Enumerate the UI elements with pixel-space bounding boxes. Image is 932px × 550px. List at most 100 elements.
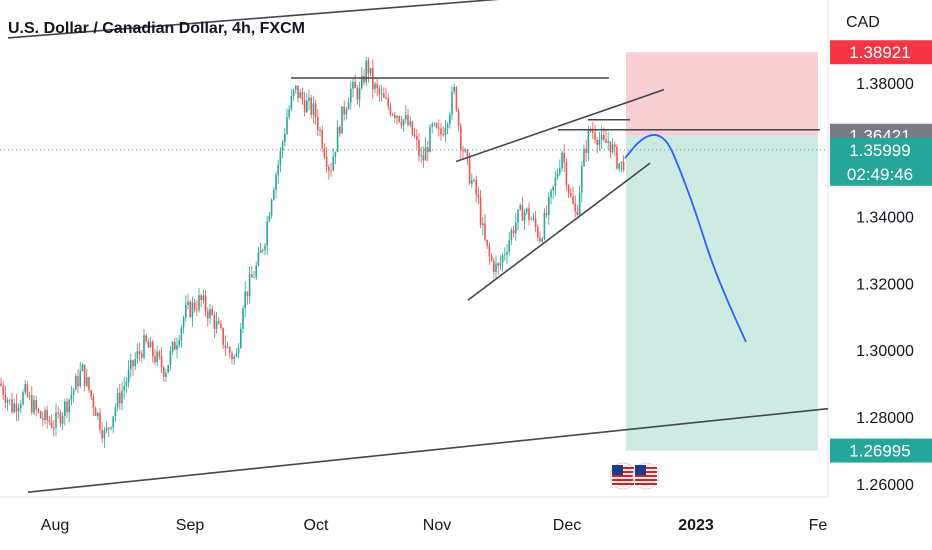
- candle-body: [528, 208, 530, 220]
- candle: [446, 122, 449, 135]
- candle-body: [506, 252, 508, 255]
- candle-body: [495, 263, 497, 272]
- candle: [251, 265, 253, 278]
- candle-body: [178, 340, 180, 345]
- y-tick-label: 1.38000: [856, 76, 914, 93]
- candle: [387, 93, 389, 111]
- candle: [367, 57, 370, 83]
- candle: [488, 242, 491, 266]
- candle: [345, 106, 348, 120]
- candle: [20, 399, 22, 414]
- candle: [290, 89, 293, 112]
- candle: [44, 406, 46, 425]
- candle-body: [127, 369, 130, 383]
- candle-body: [396, 116, 398, 118]
- candle-body: [55, 412, 57, 428]
- candle-body: [141, 353, 143, 358]
- candle-body: [576, 211, 579, 215]
- currency-label: CAD: [846, 14, 880, 31]
- candle-body: [433, 123, 436, 125]
- candle-body: [198, 295, 200, 310]
- candle-body: [339, 126, 341, 134]
- candle: [427, 140, 429, 162]
- candle-body: [446, 124, 449, 129]
- candle-body: [143, 335, 145, 358]
- candle-body: [220, 323, 222, 328]
- candle-body: [97, 412, 99, 417]
- candle-body: [237, 347, 240, 354]
- candle-body: [292, 89, 295, 97]
- candle-body: [365, 60, 367, 83]
- candle: [277, 159, 279, 184]
- candle: [350, 81, 352, 110]
- candle: [295, 84, 297, 94]
- candle-body: [92, 396, 95, 408]
- stop-loss-zone: [626, 52, 818, 136]
- candle-body: [303, 99, 306, 113]
- candle-body: [515, 222, 517, 234]
- candle: [15, 394, 18, 422]
- candle: [398, 115, 400, 124]
- candle-body: [321, 130, 323, 149]
- candle-body: [288, 109, 290, 118]
- candle: [154, 348, 156, 366]
- candle: [495, 255, 497, 280]
- candle-body: [136, 351, 139, 359]
- candle-body: [400, 121, 403, 126]
- candle-body: [594, 132, 596, 140]
- candle: [224, 335, 227, 357]
- candle-body: [603, 135, 605, 140]
- candle: [165, 368, 167, 383]
- candle-body: [70, 394, 73, 400]
- candle-body: [103, 430, 106, 439]
- candle-body: [385, 97, 387, 99]
- candle-body: [314, 103, 317, 118]
- candle-body: [290, 96, 293, 110]
- candle-body: [350, 88, 352, 103]
- candle-body: [583, 148, 585, 167]
- candle-body: [548, 197, 550, 216]
- candle: [578, 185, 581, 217]
- candle: [356, 84, 359, 105]
- candle: [457, 107, 460, 132]
- candle-body: [488, 245, 491, 257]
- candle: [616, 144, 618, 170]
- candle: [565, 158, 568, 191]
- candle-body: [222, 327, 224, 346]
- candle: [31, 386, 33, 416]
- candle-body: [53, 427, 55, 429]
- candle: [460, 123, 462, 160]
- candle-body: [570, 193, 572, 197]
- candle: [372, 59, 374, 100]
- candle: [143, 328, 145, 360]
- candle-body: [611, 144, 614, 153]
- candle: [72, 388, 75, 403]
- candle-body: [532, 218, 535, 220]
- candle-body: [207, 311, 209, 319]
- candle: [622, 155, 625, 173]
- candle: [209, 303, 211, 324]
- candle-body: [600, 135, 603, 141]
- candle-body: [378, 88, 381, 95]
- y-tick-label: 1.30000: [856, 343, 914, 360]
- candle: [464, 147, 466, 153]
- candle-body: [275, 174, 277, 191]
- candle: [156, 345, 158, 367]
- candle: [534, 211, 537, 233]
- candle: [567, 183, 570, 199]
- candle-body: [114, 407, 117, 417]
- candle-body: [77, 376, 79, 387]
- candle: [83, 364, 86, 392]
- candle: [314, 99, 317, 125]
- candle: [66, 397, 68, 419]
- candle: [215, 312, 218, 334]
- candle-body: [61, 415, 64, 424]
- candle: [508, 232, 510, 257]
- candle-body: [413, 134, 416, 137]
- candle-body: [343, 106, 345, 115]
- candle: [134, 352, 136, 371]
- candle: [312, 96, 315, 124]
- candle-body: [537, 226, 539, 238]
- candle: [471, 173, 473, 188]
